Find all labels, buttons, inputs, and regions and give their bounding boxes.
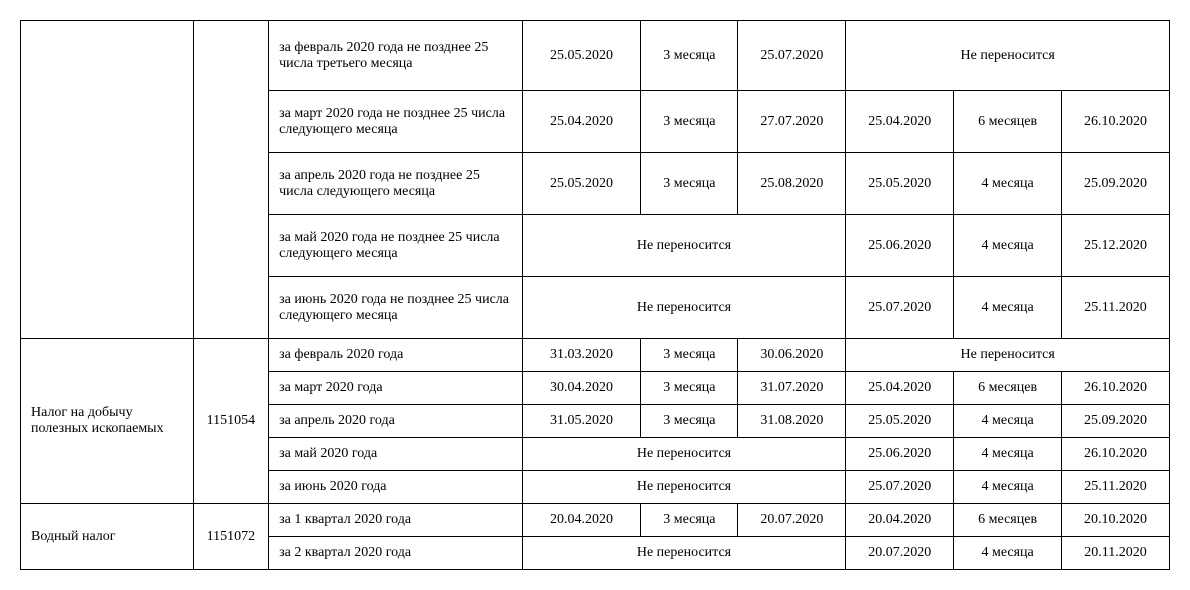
- period-desc: за 1 квартал 2020 года: [269, 504, 523, 537]
- duration-cell: 4 месяца: [954, 153, 1062, 215]
- period-desc: за апрель 2020 года не позднее 25 числа …: [269, 153, 523, 215]
- period-desc: за май 2020 года: [269, 438, 523, 471]
- tax-code-cell: 1151054: [193, 339, 269, 504]
- table-row: Налог на добычу полезных ископаемых 1151…: [21, 339, 1170, 372]
- duration-cell: 3 месяца: [641, 21, 738, 91]
- date-cell: 25.09.2020: [1062, 405, 1170, 438]
- date-cell: 20.07.2020: [846, 537, 954, 570]
- date-cell: 26.10.2020: [1062, 372, 1170, 405]
- duration-cell: 4 месяца: [954, 277, 1062, 339]
- table-row: за февраль 2020 года не позднее 25 числа…: [21, 21, 1170, 91]
- date-cell: 26.10.2020: [1062, 438, 1170, 471]
- duration-cell: 4 месяца: [954, 438, 1062, 471]
- period-desc: за март 2020 года не позднее 25 числа сл…: [269, 91, 523, 153]
- duration-cell: 6 месяцев: [954, 372, 1062, 405]
- table-row: Водный налог 1151072 за 1 квартал 2020 г…: [21, 504, 1170, 537]
- date-cell: 25.09.2020: [1062, 153, 1170, 215]
- tax-code-cell: 1151072: [193, 504, 269, 570]
- tax-name-cell: [21, 21, 194, 339]
- date-cell: 20.04.2020: [522, 504, 641, 537]
- duration-cell: 4 месяца: [954, 405, 1062, 438]
- date-cell: 20.04.2020: [846, 504, 954, 537]
- date-cell: 25.05.2020: [846, 405, 954, 438]
- duration-cell: 4 месяца: [954, 471, 1062, 504]
- date-cell: 31.03.2020: [522, 339, 641, 372]
- period-desc: за 2 квартал 2020 года: [269, 537, 523, 570]
- duration-cell: 3 месяца: [641, 339, 738, 372]
- date-cell: 27.07.2020: [738, 91, 846, 153]
- not-transferred-cell: Не переносится: [522, 471, 846, 504]
- date-cell: 25.11.2020: [1062, 471, 1170, 504]
- duration-cell: 3 месяца: [641, 405, 738, 438]
- date-cell: 25.07.2020: [846, 471, 954, 504]
- not-transferred-cell: Не переносится: [522, 438, 846, 471]
- period-desc: за февраль 2020 года не позднее 25 числа…: [269, 21, 523, 91]
- date-cell: 25.05.2020: [522, 21, 641, 91]
- period-desc: за июнь 2020 года: [269, 471, 523, 504]
- date-cell: 30.06.2020: [738, 339, 846, 372]
- date-cell: 25.06.2020: [846, 215, 954, 277]
- period-desc: за май 2020 года не позднее 25 числа сле…: [269, 215, 523, 277]
- date-cell: 25.05.2020: [846, 153, 954, 215]
- duration-cell: 3 месяца: [641, 504, 738, 537]
- date-cell: 26.10.2020: [1062, 91, 1170, 153]
- period-desc: за февраль 2020 года: [269, 339, 523, 372]
- date-cell: 20.11.2020: [1062, 537, 1170, 570]
- not-transferred-cell: Не переносится: [522, 537, 846, 570]
- duration-cell: 6 месяцев: [954, 91, 1062, 153]
- duration-cell: 3 месяца: [641, 372, 738, 405]
- not-transferred-cell: Не переносится: [522, 215, 846, 277]
- tax-deadlines-table: за февраль 2020 года не позднее 25 числа…: [20, 20, 1170, 570]
- date-cell: 25.11.2020: [1062, 277, 1170, 339]
- date-cell: 31.08.2020: [738, 405, 846, 438]
- date-cell: 25.04.2020: [846, 372, 954, 405]
- tax-code-cell: [193, 21, 269, 339]
- duration-cell: 4 месяца: [954, 537, 1062, 570]
- date-cell: 25.12.2020: [1062, 215, 1170, 277]
- date-cell: 25.08.2020: [738, 153, 846, 215]
- duration-cell: 3 месяца: [641, 153, 738, 215]
- date-cell: 25.07.2020: [738, 21, 846, 91]
- tax-name-cell: Налог на добычу полезных ископаемых: [21, 339, 194, 504]
- duration-cell: 6 месяцев: [954, 504, 1062, 537]
- duration-cell: 4 месяца: [954, 215, 1062, 277]
- not-transferred-cell: Не переносится: [522, 277, 846, 339]
- date-cell: 30.04.2020: [522, 372, 641, 405]
- not-transferred-cell: Не переносится: [846, 339, 1170, 372]
- date-cell: 25.07.2020: [846, 277, 954, 339]
- tax-name-cell: Водный налог: [21, 504, 194, 570]
- date-cell: 20.07.2020: [738, 504, 846, 537]
- period-desc: за июнь 2020 года не позднее 25 числа сл…: [269, 277, 523, 339]
- not-transferred-cell: Не переносится: [846, 21, 1170, 91]
- duration-cell: 3 месяца: [641, 91, 738, 153]
- period-desc: за март 2020 года: [269, 372, 523, 405]
- period-desc: за апрель 2020 года: [269, 405, 523, 438]
- date-cell: 31.05.2020: [522, 405, 641, 438]
- date-cell: 25.04.2020: [522, 91, 641, 153]
- date-cell: 25.04.2020: [846, 91, 954, 153]
- date-cell: 25.05.2020: [522, 153, 641, 215]
- date-cell: 25.06.2020: [846, 438, 954, 471]
- date-cell: 31.07.2020: [738, 372, 846, 405]
- date-cell: 20.10.2020: [1062, 504, 1170, 537]
